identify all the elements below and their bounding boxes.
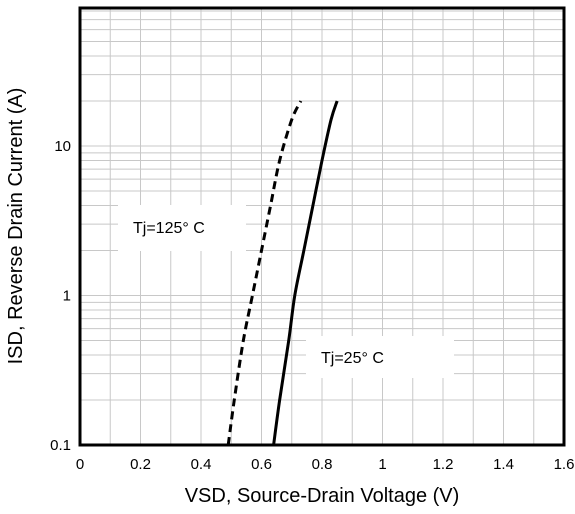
series-line-tj25 (272, 100, 339, 446)
series-label-tj25-box (306, 336, 454, 378)
x-tick-label: 1.2 (433, 456, 454, 473)
y-tick-label: 10 (54, 138, 71, 155)
grid (80, 8, 564, 445)
series-label-tj25: Tj=25° C (321, 350, 384, 367)
x-tick-label: 1.6 (554, 456, 575, 473)
x-tick-label: 0.6 (251, 456, 272, 473)
x-tick-label: 0.8 (312, 456, 333, 473)
series-label-tj125: Tj=125° C (133, 220, 205, 237)
x-tick-label: 0 (76, 456, 84, 473)
series-layer (226, 100, 339, 446)
x-tick-label: 1 (378, 456, 386, 473)
y-tick-label: 1 (63, 288, 71, 305)
series-labels: Tj=125° C Tj=25° C (118, 205, 454, 378)
x-axis-title: VSD, Source-Drain Voltage (V) (185, 485, 460, 507)
series-line-tj125 (226, 100, 303, 446)
y-tick-label: 0.1 (50, 437, 71, 454)
plot-frame (78, 6, 566, 447)
tick-labels: 0 0.2 0.4 0.6 0.8 1 1.2 1.4 1.6 0.1 1 10 (50, 138, 574, 473)
y-axis-title: ISD, Reverse Drain Current (A) (5, 88, 27, 365)
x-tick-label: 0.2 (130, 456, 151, 473)
series-label-tj125-box (118, 205, 246, 251)
x-tick-label: 0.4 (191, 456, 212, 473)
x-tick-label: 1.4 (493, 456, 514, 473)
